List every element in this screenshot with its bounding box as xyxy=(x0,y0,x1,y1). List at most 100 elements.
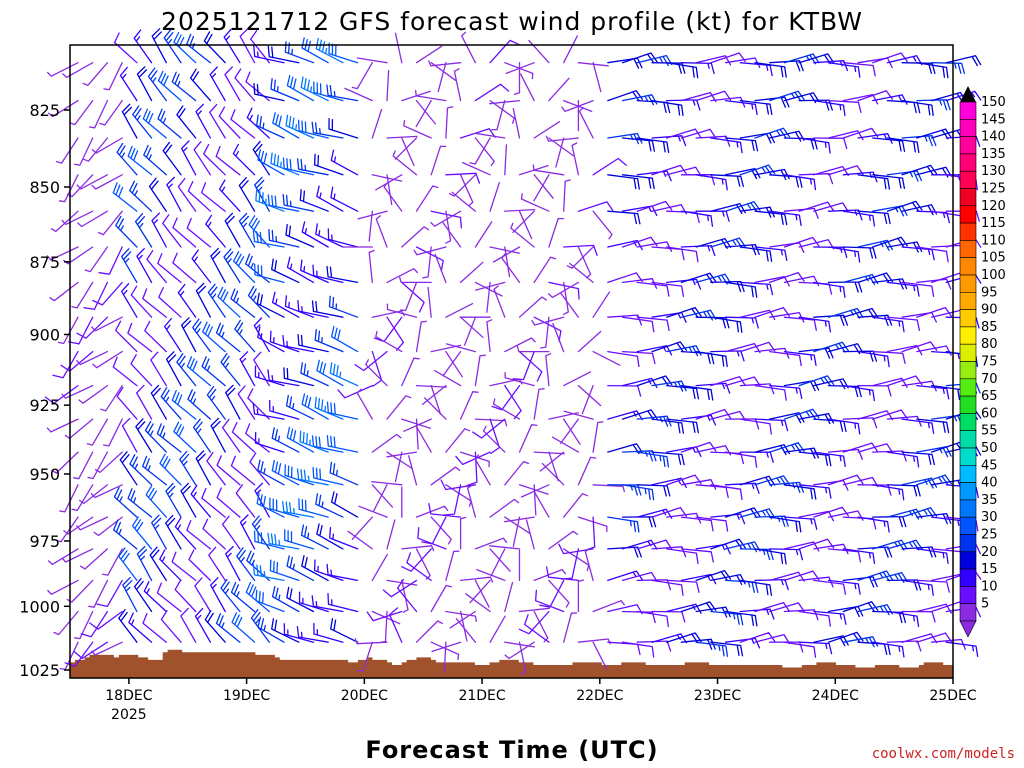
wind-barb xyxy=(147,67,167,102)
wind-barb xyxy=(122,576,138,613)
wind-barb xyxy=(916,579,950,593)
wind-barb xyxy=(247,285,270,318)
wind-barb xyxy=(528,39,550,64)
wind-barb xyxy=(207,283,226,318)
wind-barb xyxy=(239,28,256,64)
wind-barb xyxy=(886,241,923,253)
wind-barb xyxy=(330,617,359,643)
wind-barb xyxy=(160,387,182,420)
wind-barb xyxy=(286,555,315,582)
wind-barb xyxy=(463,316,477,346)
wind-barb xyxy=(533,121,561,139)
wind-barb xyxy=(607,174,640,190)
wind-barb xyxy=(92,281,123,306)
wind-barb xyxy=(394,451,403,483)
colorbar-label: 130 xyxy=(981,164,1006,179)
wind-barb xyxy=(540,316,550,349)
wind-barb xyxy=(76,516,109,531)
wind-barb xyxy=(86,418,109,446)
wind-barb xyxy=(112,356,138,387)
wind-barb xyxy=(415,99,432,128)
wind-barb xyxy=(88,99,109,129)
colorbar-swatch xyxy=(959,343,977,362)
wind-barb xyxy=(300,76,329,102)
wind-barb xyxy=(533,490,550,518)
wind-barb xyxy=(371,610,401,625)
wind-barb xyxy=(347,530,373,550)
wind-barb xyxy=(165,482,182,518)
colorbar-label: 110 xyxy=(981,233,1006,248)
wind-barb xyxy=(592,484,625,493)
wind-barb xyxy=(842,273,879,285)
wind-barb xyxy=(300,259,329,284)
wind-barb xyxy=(636,610,669,628)
wind-barb xyxy=(607,350,640,368)
wind-barb xyxy=(371,350,383,387)
wind-barb xyxy=(301,221,329,248)
wind-barb xyxy=(421,384,447,406)
wind-barb xyxy=(724,201,761,212)
wind-barb xyxy=(245,253,270,284)
wind-barb xyxy=(474,132,506,139)
wind-barb xyxy=(285,114,315,139)
wind-barb xyxy=(101,548,123,576)
wind-barb xyxy=(510,222,535,248)
wind-barb xyxy=(311,121,344,139)
wind-barb xyxy=(857,174,891,190)
wind-barb xyxy=(577,456,597,486)
wind-barb xyxy=(724,418,760,430)
wind-barb xyxy=(545,566,580,582)
wind-barb xyxy=(621,52,658,64)
colorbar-label: 100 xyxy=(981,268,1006,283)
wind-barb xyxy=(403,418,432,432)
wind-barb xyxy=(415,548,431,580)
wind-barb xyxy=(518,484,549,495)
colorbar-swatch xyxy=(959,101,977,120)
wind-barb xyxy=(312,466,344,486)
wind-barb xyxy=(246,107,270,139)
wind-barb xyxy=(666,99,701,111)
wind-barb xyxy=(271,291,300,318)
wind-barb xyxy=(533,256,557,284)
wind-barb xyxy=(187,389,212,420)
y-tick-label: 950 xyxy=(29,465,60,484)
wind-barb xyxy=(710,174,744,188)
wind-barb xyxy=(326,434,359,453)
wind-barb xyxy=(489,182,500,212)
wind-barb xyxy=(127,322,153,353)
wind-barb xyxy=(121,417,138,453)
wind-barb xyxy=(237,385,256,420)
wind-barb xyxy=(221,418,241,453)
wind-barb xyxy=(238,212,256,248)
wind-barb xyxy=(386,303,418,318)
wind-barb xyxy=(459,610,468,642)
wind-barb xyxy=(232,143,256,176)
wind-barb xyxy=(165,514,182,550)
wind-barb xyxy=(857,350,890,368)
wind-barb xyxy=(282,334,315,353)
wind-barb xyxy=(739,99,773,116)
wind-barb xyxy=(296,158,329,176)
wind-barb xyxy=(548,217,565,248)
wind-barb xyxy=(230,581,256,613)
wind-barb xyxy=(203,143,226,176)
wind-barb xyxy=(99,99,123,126)
wind-barb xyxy=(172,217,197,248)
wind-barb xyxy=(91,316,123,332)
wind-barb xyxy=(551,436,580,453)
wind-barb xyxy=(545,135,580,142)
wind-barb xyxy=(225,384,241,420)
wind-barb xyxy=(489,498,520,518)
wind-barb xyxy=(504,144,508,176)
wind-barb xyxy=(66,174,94,198)
wind-barb xyxy=(695,210,730,222)
wind-barb xyxy=(754,475,791,487)
colorbar-label: 5 xyxy=(981,597,989,612)
wind-barb xyxy=(375,330,403,353)
wind-barb xyxy=(666,548,699,565)
wind-barb xyxy=(162,214,182,248)
colorbar-swatch xyxy=(959,188,977,207)
wind-barb xyxy=(459,391,479,420)
wind-barb xyxy=(44,384,79,404)
colorbar-label: 30 xyxy=(981,510,998,525)
